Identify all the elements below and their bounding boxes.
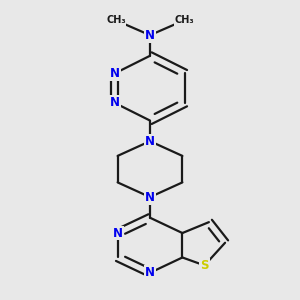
- Text: N: N: [110, 96, 120, 110]
- Text: CH₃: CH₃: [174, 15, 194, 26]
- Text: N: N: [112, 226, 123, 239]
- Text: N: N: [110, 67, 120, 80]
- Text: N: N: [145, 135, 155, 148]
- Text: CH₃: CH₃: [106, 15, 126, 26]
- Text: N: N: [145, 29, 155, 42]
- Text: S: S: [200, 259, 209, 272]
- Text: N: N: [145, 190, 155, 204]
- Text: N: N: [145, 266, 155, 279]
